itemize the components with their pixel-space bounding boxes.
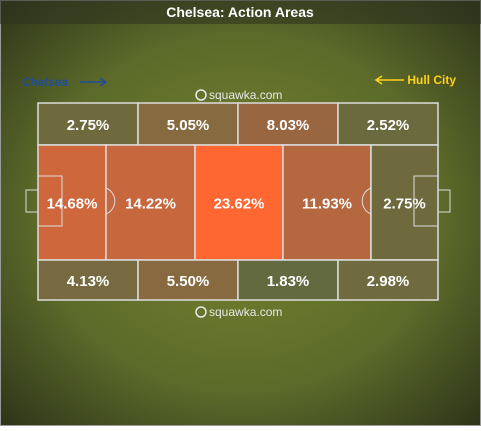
watermark-top: squawka.com [195, 88, 282, 102]
arc-left [105, 187, 116, 215]
zone-label: 2.52% [367, 117, 410, 134]
watermark-bottom: squawka.com [195, 305, 282, 319]
zone-label: 23.62% [214, 196, 265, 213]
title-bar [0, 0, 481, 24]
zone-label: 1.83% [267, 273, 310, 290]
zone-label: 4.13% [67, 273, 110, 290]
arc-right [361, 187, 372, 215]
zone-label: 5.50% [167, 273, 210, 290]
zone-label: 11.93% [302, 196, 352, 213]
zone-label: 2.75% [67, 117, 110, 134]
zone [137, 259, 239, 301]
home-team: Chelsea [22, 75, 68, 89]
zone-label: 2.98% [367, 273, 410, 290]
zone-label: 2.75% [383, 196, 426, 213]
away-team: Hull City [407, 73, 456, 87]
pitch-lines [25, 102, 451, 301]
zone-label: 14.68% [47, 196, 98, 213]
watermark-text: squawka.com [209, 305, 282, 319]
watermark-icon [195, 89, 207, 101]
zone [194, 144, 284, 261]
away-arrow [374, 75, 404, 85]
six-yard-left [37, 175, 63, 227]
watermark-text: squawka.com [209, 88, 282, 102]
watermark-icon [195, 306, 207, 318]
home-arrow [80, 77, 108, 87]
zone-label: 14.22% [125, 196, 176, 213]
zones: 2.75% 5.05% 8.03% 2.52% 14.68% 14.22% 23.62% 11… [37, 102, 439, 301]
title: Chelsea: Action Areas [166, 4, 314, 20]
six-yard-right [413, 175, 439, 227]
zone [105, 144, 196, 261]
zone [237, 259, 339, 301]
zone [282, 144, 372, 261]
zone-label: 5.05% [167, 117, 210, 134]
zone-label: 8.03% [267, 117, 310, 134]
